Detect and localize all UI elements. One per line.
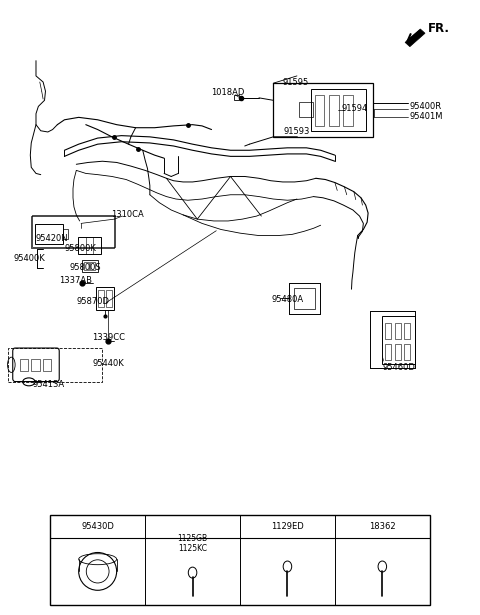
Text: 1018AD: 1018AD <box>212 89 245 97</box>
Text: FR.: FR. <box>427 22 449 35</box>
Bar <box>43 359 51 371</box>
Text: 1129ED: 1129ED <box>271 522 304 531</box>
Bar <box>35 224 62 244</box>
Text: 18362: 18362 <box>369 522 396 531</box>
Bar <box>385 344 391 360</box>
Bar <box>84 262 89 271</box>
Text: 95400R: 95400R <box>410 102 442 111</box>
Bar <box>62 229 68 239</box>
Text: 95440K: 95440K <box>93 359 125 368</box>
Bar <box>83 260 97 272</box>
Text: 1310CA: 1310CA <box>111 210 144 220</box>
Bar <box>385 323 391 339</box>
Bar <box>50 515 430 605</box>
Bar <box>404 344 410 360</box>
Bar <box>395 344 401 360</box>
Bar <box>31 359 40 371</box>
Bar <box>98 290 104 307</box>
Bar <box>20 359 28 371</box>
Text: 95800S: 95800S <box>69 263 101 272</box>
Bar <box>32 215 115 247</box>
Bar <box>8 348 102 381</box>
Text: 95430D: 95430D <box>81 522 114 531</box>
Text: 95401M: 95401M <box>410 112 444 121</box>
Text: 91595: 91595 <box>283 77 309 87</box>
Bar <box>300 102 312 117</box>
Bar <box>395 323 401 339</box>
Bar <box>106 290 112 307</box>
Bar <box>383 316 415 363</box>
Text: 95400K: 95400K <box>13 254 45 263</box>
Bar <box>343 95 353 126</box>
Text: 95800K: 95800K <box>64 244 96 253</box>
Bar <box>78 237 101 254</box>
Text: 95460D: 95460D <box>383 363 415 371</box>
Text: 95413A: 95413A <box>32 380 64 389</box>
Bar <box>329 95 339 126</box>
Text: 95870D: 95870D <box>77 297 110 306</box>
Text: 91594: 91594 <box>342 105 368 113</box>
Text: 95480A: 95480A <box>271 295 303 304</box>
Text: 1339CC: 1339CC <box>92 333 125 343</box>
Bar <box>31 216 114 248</box>
Bar <box>311 89 366 131</box>
Bar <box>96 287 114 310</box>
Bar <box>294 288 315 309</box>
Bar <box>273 83 373 137</box>
Text: 1125GB
1125KC: 1125GB 1125KC <box>178 534 208 553</box>
Bar <box>234 95 239 100</box>
Bar <box>404 323 410 339</box>
Text: 95420N: 95420N <box>35 234 68 242</box>
Text: 1337AB: 1337AB <box>59 276 92 285</box>
Polygon shape <box>405 29 425 47</box>
Bar <box>90 262 95 271</box>
Text: 91593: 91593 <box>284 127 310 137</box>
Bar <box>315 95 324 126</box>
